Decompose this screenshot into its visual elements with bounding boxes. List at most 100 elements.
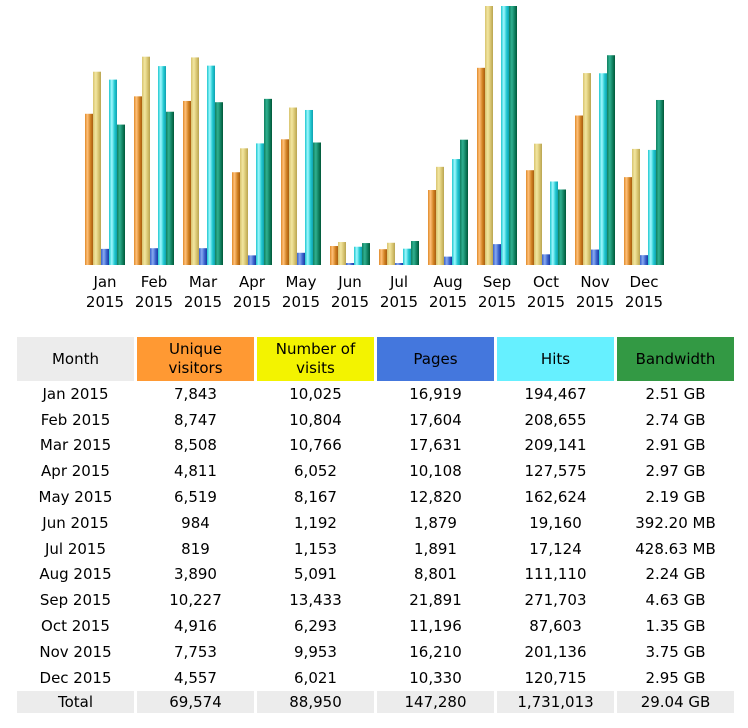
bar-bandwidth (509, 6, 517, 265)
x-tick-label: May (285, 273, 316, 291)
cell-month: Jul 2015 (44, 539, 107, 558)
cell-unique-visitors: 8,508 (174, 436, 217, 455)
table-row: Jun 2015 984 1,192 1,879 19,160 392.20 MB (17, 510, 734, 536)
cell-visits: 1,153 (294, 539, 337, 558)
bar-visits (534, 143, 542, 265)
cell-month: Sep 2015 (39, 591, 112, 610)
total-visits: 88,950 (257, 690, 374, 713)
cell-pages: 1,879 (414, 513, 457, 532)
cell-month: Mar 2015 (39, 436, 112, 455)
bar-pages (199, 248, 207, 265)
bar-visits (485, 6, 493, 265)
cell-month: Aug 2015 (39, 565, 112, 584)
bar-unique-visitors (379, 249, 387, 265)
cell-hits: 17,124 (529, 539, 582, 558)
cell-bandwidth: 2.24 GB (645, 565, 706, 584)
cell-unique-visitors: 7,843 (174, 384, 217, 403)
bar-pages (101, 248, 109, 265)
bar-visits (436, 166, 444, 265)
bar-bandwidth (656, 99, 664, 266)
bar-bandwidth (264, 98, 272, 265)
x-tick-label: Feb (141, 273, 168, 291)
cell-pages: 8,801 (414, 565, 457, 584)
header-number-of-visits: Number of visits (257, 337, 374, 381)
x-tick-label: Mar (189, 273, 218, 291)
header-bandwidth: Bandwidth (617, 337, 734, 381)
cell-month: Apr 2015 (41, 462, 110, 481)
cell-visits: 10,766 (289, 436, 342, 455)
bar-hits (403, 248, 411, 265)
bar-unique-visitors (85, 113, 93, 265)
x-tick-label: 2015 (331, 293, 369, 311)
bar-bandwidth (411, 241, 419, 265)
x-tick-label: Oct (533, 273, 559, 291)
cell-unique-visitors: 3,890 (174, 565, 217, 584)
cell-pages: 1,891 (414, 539, 457, 558)
cell-hits: 162,624 (524, 488, 587, 507)
bar-bandwidth (607, 55, 615, 266)
x-tick-label: Nov (580, 273, 609, 291)
bar-pages (395, 263, 403, 265)
header-unique-visitors: Unique visitors (137, 337, 254, 381)
table-header-row: Month Unique visitors Number of visits Pag… (17, 337, 734, 381)
table-row: Apr 2015 4,811 6,052 10,108 127,575 2.97 GB (17, 458, 734, 484)
cell-unique-visitors: 819 (181, 539, 210, 558)
cell-visits: 8,167 (294, 488, 337, 507)
table-row: Jan 2015 7,843 10,025 16,919 194,467 2.51 GB (17, 381, 734, 407)
cell-hits: 201,136 (524, 642, 587, 661)
cell-bandwidth: 2.19 GB (645, 488, 706, 507)
bar-pages (591, 249, 599, 265)
table-row: Jul 2015 819 1,153 1,891 17,124 428.63 MB (17, 536, 734, 562)
header-pages: Pages (377, 337, 494, 381)
bar-pages (297, 252, 305, 265)
x-tick-label: Jul (389, 273, 408, 291)
bar-hits (599, 73, 607, 265)
total-bandwidth: 29.04 GB (617, 690, 734, 713)
x-tick-label: Dec (629, 273, 658, 291)
total-hits: 1,731,013 (497, 690, 614, 713)
cell-hits: 127,575 (524, 462, 587, 481)
bar-bandwidth (215, 102, 223, 266)
cell-unique-visitors: 4,557 (174, 668, 217, 687)
cell-month: Dec 2015 (39, 668, 112, 687)
cell-visits: 9,953 (294, 642, 337, 661)
bar-visits (93, 71, 101, 265)
cell-bandwidth: 2.51 GB (645, 384, 706, 403)
cell-visits: 6,052 (294, 462, 337, 481)
cell-bandwidth: 2.95 GB (645, 668, 706, 687)
bar-hits (207, 65, 215, 265)
cell-pages: 10,108 (409, 462, 462, 481)
x-tick-label: Jan (92, 273, 116, 291)
x-tick-label: 2015 (380, 293, 418, 311)
x-tick-label: 2015 (282, 293, 320, 311)
bar-unique-visitors (526, 170, 534, 265)
x-tick-label: 2015 (625, 293, 663, 311)
cell-bandwidth: 2.97 GB (645, 462, 706, 481)
cell-bandwidth: 2.74 GB (645, 410, 706, 429)
x-tick-label: 2015 (576, 293, 614, 311)
bar-visits (240, 148, 248, 265)
bar-hits (256, 143, 264, 265)
table-row: Aug 2015 3,890 5,091 8,801 111,110 2.24 GB (17, 562, 734, 588)
cell-month: Oct 2015 (41, 617, 110, 636)
total-pages: 147,280 (377, 690, 494, 713)
x-tick-label: 2015 (135, 293, 173, 311)
cell-unique-visitors: 984 (181, 513, 210, 532)
cell-month: Jan 2015 (42, 384, 109, 403)
cell-month: Feb 2015 (40, 410, 111, 429)
bar-pages (542, 254, 550, 265)
cell-visits: 6,293 (294, 617, 337, 636)
bar-unique-visitors (281, 139, 289, 265)
cell-hits: 209,141 (524, 436, 587, 455)
cell-visits: 13,433 (289, 591, 342, 610)
bar-visits (191, 57, 199, 266)
header-month: Month (17, 337, 134, 381)
cell-bandwidth: 3.75 GB (645, 642, 706, 661)
cell-pages: 16,919 (409, 384, 462, 403)
cell-visits: 10,025 (289, 384, 342, 403)
cell-unique-visitors: 4,811 (174, 462, 217, 481)
x-tick-label: 2015 (527, 293, 565, 311)
cell-unique-visitors: 10,227 (169, 591, 222, 610)
bar-visits (289, 107, 297, 266)
total-label: Total (17, 690, 134, 713)
